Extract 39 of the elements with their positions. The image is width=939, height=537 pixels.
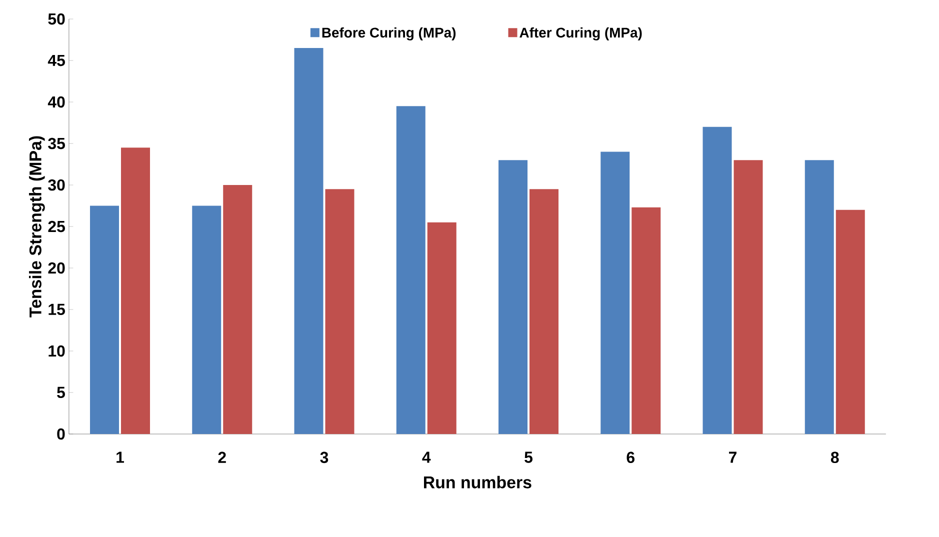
bar [294, 48, 324, 434]
y-tick-label: 35 [48, 138, 65, 150]
bar [192, 206, 222, 434]
x-axis-title: Run numbers [424, 476, 532, 488]
bar [120, 148, 150, 434]
bar [529, 189, 558, 434]
bar [498, 160, 528, 434]
x-tick-label: 1 [116, 452, 124, 463]
x-tick-label: 3 [320, 452, 328, 464]
x-tick-label: 5 [524, 452, 532, 463]
bar [836, 210, 865, 434]
bar [734, 160, 763, 434]
y-tick-label: 10 [48, 345, 65, 357]
y-tick-label: 25 [48, 220, 65, 232]
x-tick-label: 7 [729, 452, 736, 463]
y-tick-label: 40 [48, 96, 65, 108]
y-tick-label: 30 [48, 179, 65, 191]
x-tick-label: 2 [218, 452, 226, 463]
x-tick-label: 6 [626, 452, 634, 464]
bar [702, 126, 732, 434]
bar [427, 222, 456, 434]
x-tick-label: 4 [422, 452, 431, 463]
bar [90, 206, 120, 434]
bar [632, 207, 661, 434]
bar [325, 189, 354, 434]
y-tick-label: 5 [57, 386, 65, 398]
legend-label: After Curing (MPa) [520, 27, 642, 40]
bar [600, 152, 630, 434]
y-tick-label: 50 [48, 13, 65, 25]
y-tick-label: 15 [48, 304, 65, 316]
y-tick-label: 20 [48, 262, 65, 274]
bar [396, 106, 426, 434]
bar [804, 160, 834, 434]
y-tick-label: 0 [57, 428, 65, 440]
legend-label: Before Curing (MPa) [322, 27, 456, 40]
y-axis-title: Tensile Strength (MPa) [28, 136, 45, 318]
y-tick-label: 45 [48, 54, 65, 66]
bar [223, 185, 252, 434]
x-tick-label: 8 [830, 452, 839, 464]
